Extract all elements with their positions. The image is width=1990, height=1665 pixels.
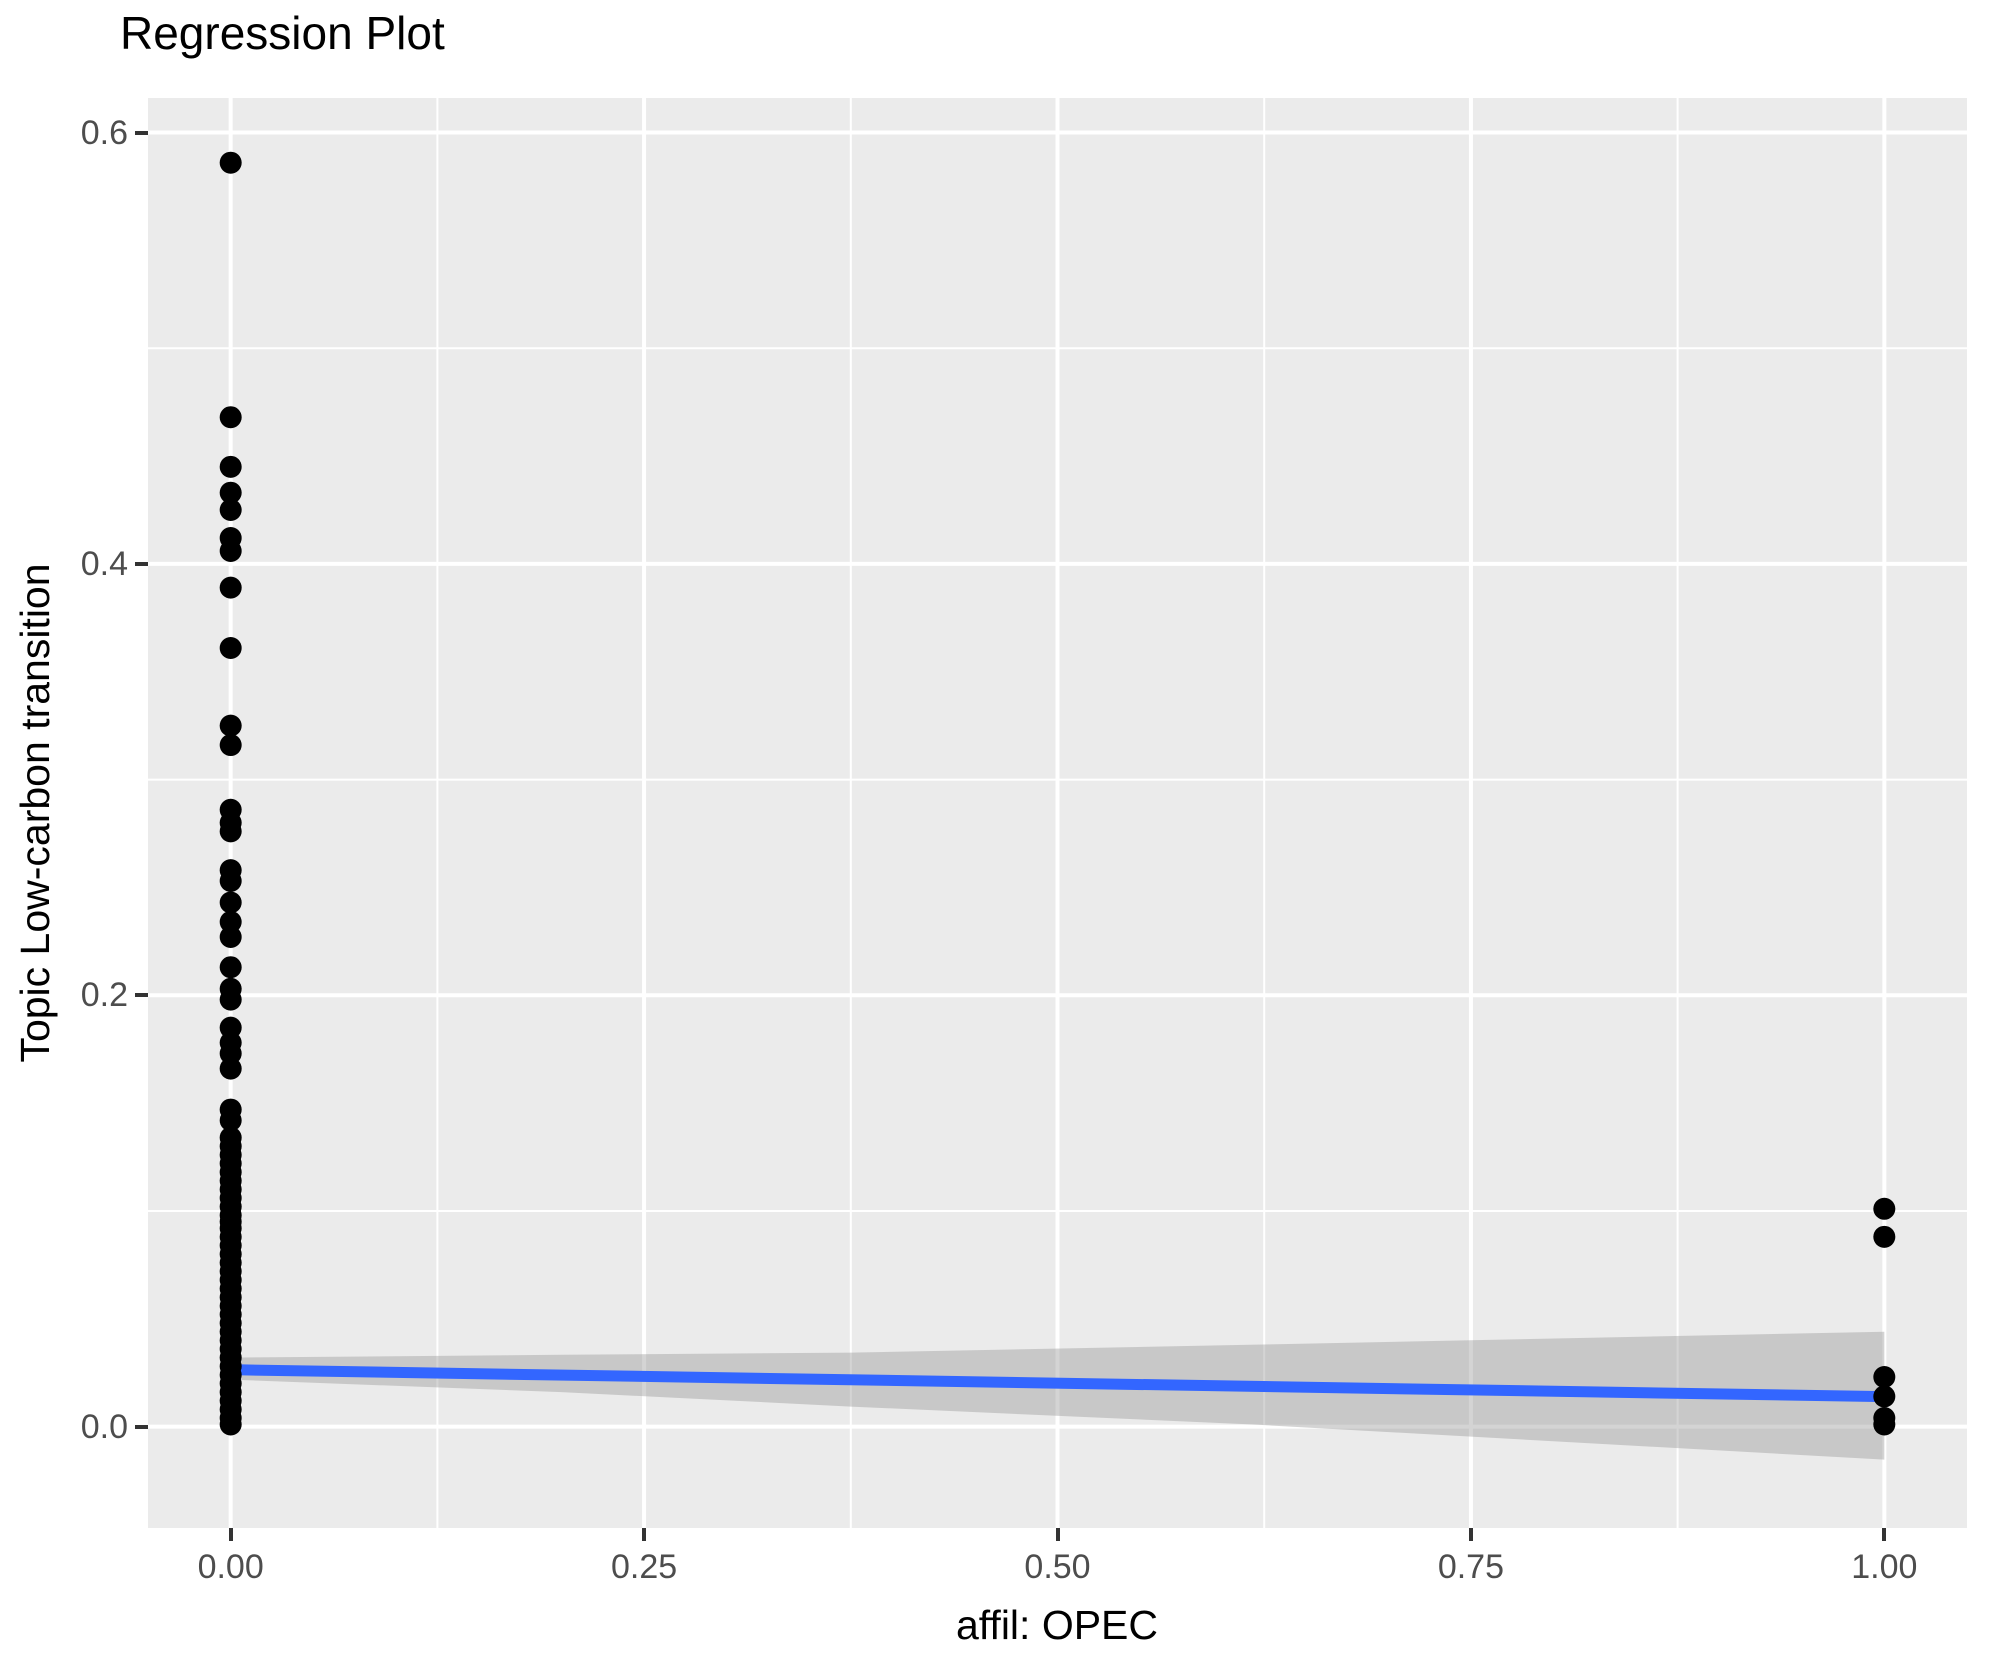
data-point	[219, 956, 242, 979]
data-point	[219, 637, 242, 659]
major-gridlines	[148, 98, 1967, 1528]
data-point	[219, 539, 242, 562]
data-point	[1873, 1366, 1896, 1389]
y-tick-mark	[135, 561, 148, 566]
data-point	[219, 455, 242, 478]
y-tick-mark	[135, 130, 148, 135]
data-point	[1873, 1197, 1896, 1220]
data-point	[219, 1057, 242, 1080]
scatter-points	[219, 151, 1896, 1436]
x-tick-label: 0.50	[1024, 1548, 1091, 1586]
x-axis-title: affil: OPEC	[955, 1602, 1159, 1648]
data-point	[219, 869, 242, 892]
x-tick-mark	[1882, 1528, 1887, 1541]
data-point	[219, 734, 242, 757]
y-tick-label: 0.6	[80, 113, 128, 152]
data-point	[219, 498, 242, 521]
x-tick-label: 0.25	[610, 1548, 678, 1586]
data-point	[219, 151, 242, 174]
data-point	[219, 406, 242, 429]
plot-svg	[148, 98, 1967, 1528]
data-point	[219, 820, 242, 843]
x-tick-mark	[1468, 1528, 1473, 1541]
x-tick-mark	[1055, 1528, 1060, 1541]
data-point	[1873, 1413, 1896, 1436]
data-point	[219, 576, 242, 599]
data-point	[1873, 1385, 1896, 1408]
y-tick-label: 0.0	[80, 1407, 128, 1446]
y-tick-label: 0.4	[80, 544, 128, 583]
x-tick-mark	[642, 1528, 647, 1541]
data-point	[219, 1109, 242, 1132]
data-point	[219, 1413, 242, 1436]
y-tick-mark	[135, 993, 148, 998]
x-tick-mark	[228, 1528, 233, 1541]
data-point	[1873, 1225, 1896, 1248]
x-tick-label: 1.00	[1851, 1548, 1918, 1586]
y-tick-mark	[135, 1424, 148, 1429]
data-point	[219, 926, 242, 949]
x-tick-label: 0.00	[197, 1548, 264, 1586]
confidence-band	[230, 1331, 1885, 1460]
plot-panel	[148, 98, 1967, 1528]
data-point	[219, 988, 242, 1011]
x-tick-label: 0.75	[1437, 1548, 1504, 1586]
regression-line	[230, 1364, 1885, 1403]
data-point	[219, 714, 242, 737]
data-point	[219, 910, 242, 933]
data-point	[219, 891, 242, 914]
data-point	[219, 1042, 242, 1065]
chart-title: Regression Plot	[120, 7, 445, 59]
y-tick-label: 0.2	[80, 976, 128, 1015]
data-point	[219, 481, 242, 504]
data-point	[219, 1016, 242, 1039]
